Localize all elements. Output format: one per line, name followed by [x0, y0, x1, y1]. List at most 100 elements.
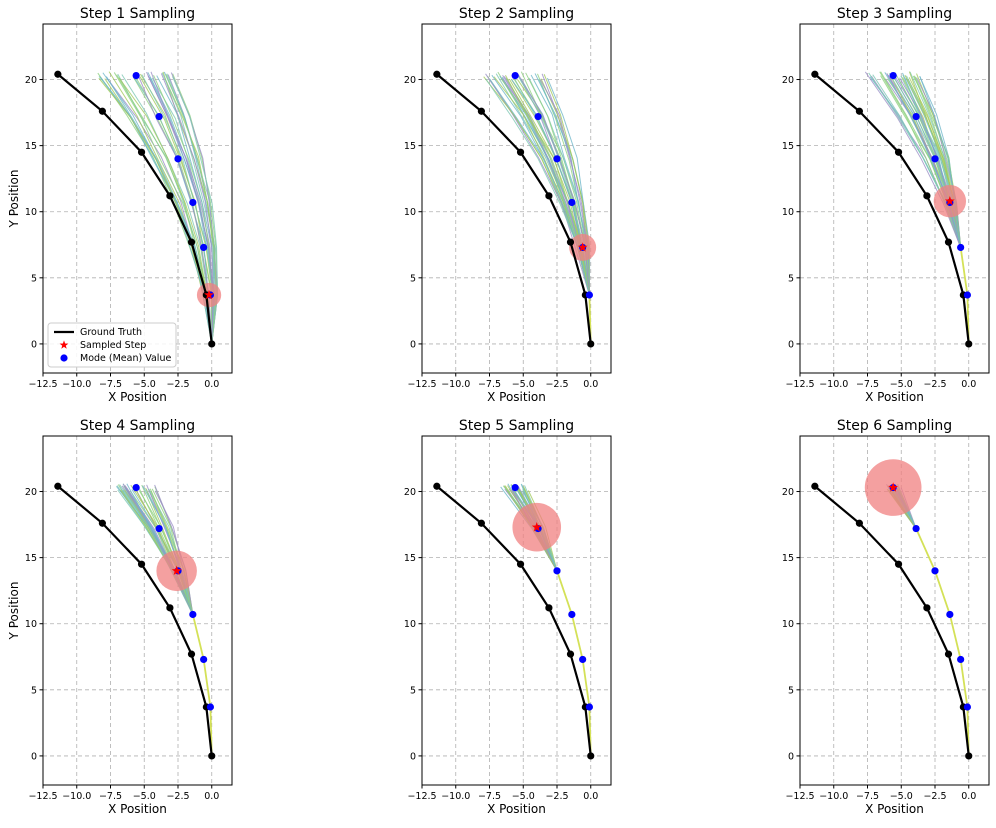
ground-truth-point	[208, 752, 216, 760]
y-tick-label: 5	[788, 685, 794, 696]
axes-frame	[799, 435, 990, 786]
plot-area	[433, 70, 597, 348]
subplot-title: Step 5 Sampling	[459, 418, 574, 434]
sample-trajectories	[864, 71, 962, 248]
mode-point	[511, 71, 519, 80]
ground-truth-point	[187, 238, 196, 246]
x-tick-label: −10.0	[819, 379, 848, 390]
y-tick-label: 20	[404, 75, 416, 86]
ground-truth-point	[98, 107, 106, 115]
ground-truth-point	[433, 482, 441, 490]
mode-point	[963, 291, 972, 299]
x-tick-label: 0.0	[583, 791, 598, 802]
y-tick-label: 10	[25, 207, 37, 218]
ground-truth-point	[923, 604, 931, 612]
mode-point	[132, 71, 140, 80]
mode-point	[155, 524, 163, 533]
sample-trajectory	[119, 486, 194, 615]
ground-truth-point	[545, 604, 553, 612]
y-tick-label: 5	[31, 685, 37, 696]
ground-truth-point	[166, 192, 174, 200]
ground-truth-point	[587, 752, 595, 760]
y-tick-label: 0	[31, 751, 37, 762]
y-tick-label: 10	[782, 207, 794, 218]
sample-trajectory	[116, 74, 213, 344]
ground-truth-point	[98, 519, 106, 527]
x-tick-label: 0.0	[204, 791, 219, 802]
plot-area	[54, 70, 222, 348]
y-axis-label: Y Position	[7, 582, 21, 641]
ground-truth-point	[545, 192, 553, 200]
ground-truth-point	[54, 482, 62, 490]
mode-point	[946, 610, 954, 619]
mode-point	[206, 703, 214, 711]
mode-point	[568, 610, 576, 619]
y-tick-label: 15	[25, 553, 37, 564]
legend-mode-swatch	[60, 354, 68, 362]
mode-point	[200, 655, 208, 664]
ground-truth-line	[57, 485, 213, 757]
subplot-title: Step 3 Sampling	[837, 6, 952, 22]
sample-trajectory	[916, 77, 962, 248]
subplot-2: −12.5 −10.0 −7.5 −5.0 −2.5 0.0 0 5 10 15 20 Step 2 …	[404, 6, 612, 404]
x-tick-label: −5.0	[133, 791, 156, 802]
mode-point	[189, 198, 197, 207]
mode-point	[585, 703, 594, 711]
mode-point	[889, 71, 897, 80]
sample-trajectory	[122, 483, 194, 615]
subplot-title: Step 1 Sampling	[80, 6, 195, 22]
ground-truth-point	[137, 148, 146, 156]
x-axis-label: X Position	[487, 802, 546, 816]
y-tick-label: 5	[410, 273, 416, 284]
legend-box	[47, 322, 177, 368]
axes-frame	[42, 435, 233, 786]
x-tick-label: 0.0	[204, 379, 219, 390]
committed-path	[915, 528, 970, 756]
ground-truth-point	[811, 70, 819, 78]
x-tick-label: −5.0	[512, 791, 535, 802]
ground-truth-point	[894, 148, 903, 156]
x-tick-label: −12.5	[785, 791, 814, 802]
x-tick-label: −2.5	[545, 791, 568, 802]
subplot-title: Step 2 Sampling	[459, 6, 574, 22]
x-tick-label: −2.5	[923, 379, 946, 390]
mode-point	[931, 155, 939, 163]
sample-trajectory	[136, 483, 194, 615]
x-axis-label: X Position	[108, 390, 167, 404]
ground-truth-point	[944, 650, 953, 658]
x-tick-label: −10.0	[441, 379, 470, 390]
sample-trajectories	[483, 71, 591, 296]
mode-point	[511, 483, 519, 492]
axes-frame	[421, 23, 612, 374]
sample-trajectory	[919, 76, 962, 248]
ground-truth-point	[855, 519, 864, 527]
x-tick-label: −12.5	[407, 379, 436, 390]
mode-point	[568, 198, 576, 207]
legend-mode-label: Mode (Mean) Value	[80, 353, 171, 364]
mode-point	[132, 483, 140, 492]
x-tick-label: −10.0	[62, 791, 91, 802]
y-tick-label: 15	[782, 141, 794, 152]
y-tick-label: 15	[782, 553, 794, 564]
legend-sampled-step-label: Sampled Step	[80, 340, 146, 351]
mode-point	[200, 243, 208, 252]
y-axis-label: Y Position	[7, 170, 21, 229]
legend-sampled-step-swatch	[59, 340, 69, 349]
mode-point	[553, 155, 561, 163]
plot-area	[811, 459, 973, 760]
x-axis-label: X Position	[487, 390, 546, 404]
ground-truth-point	[516, 148, 525, 156]
ground-truth-point	[587, 340, 595, 348]
sampled-step-marker	[944, 195, 955, 206]
committed-path	[191, 614, 213, 756]
x-tick-label: −10.0	[819, 791, 848, 802]
x-tick-label: 0.0	[583, 379, 598, 390]
sample-trajectory	[884, 72, 962, 248]
x-tick-label: −5.0	[890, 791, 913, 802]
x-tick-label: −12.5	[28, 379, 57, 390]
y-tick-label: 5	[31, 273, 37, 284]
y-tick-label: 15	[404, 553, 416, 564]
mode-point	[174, 155, 182, 163]
sample-trajectories	[97, 71, 219, 345]
x-tick-label: −5.0	[133, 379, 156, 390]
